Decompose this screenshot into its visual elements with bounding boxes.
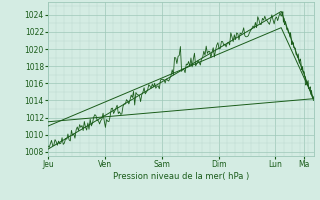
X-axis label: Pression niveau de la mer( hPa ): Pression niveau de la mer( hPa ) xyxy=(113,172,249,181)
